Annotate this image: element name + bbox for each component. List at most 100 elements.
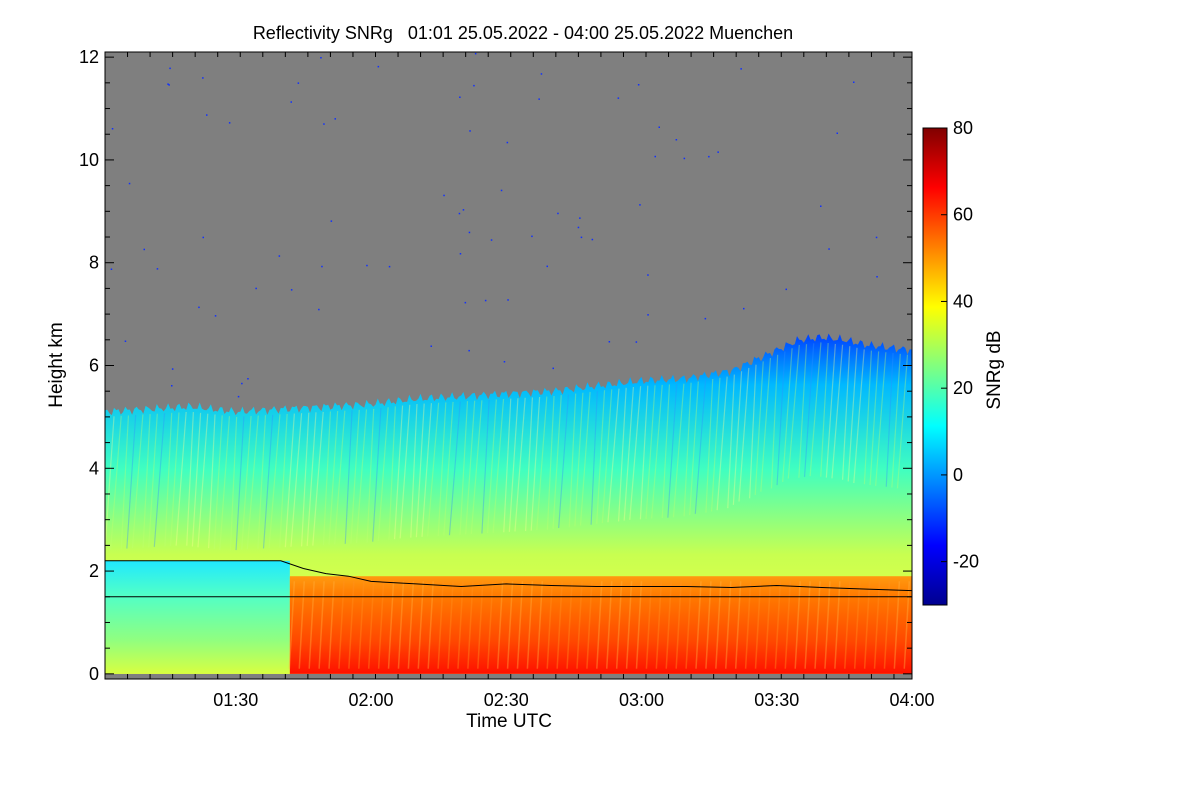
- fall-streak: [328, 411, 339, 545]
- noise-speckle: [468, 349, 470, 352]
- fall-streak: [105, 416, 115, 550]
- noise-speckle: [168, 84, 170, 86]
- fall-streak: [705, 378, 714, 513]
- fall-streak: [695, 581, 702, 669]
- fall-streak: [615, 581, 623, 669]
- fall-streak: [372, 408, 382, 542]
- fall-streak: [526, 581, 534, 669]
- colorbar-tick-label: 80: [953, 118, 973, 138]
- noise-speckle: [557, 212, 559, 215]
- fall-streak: [524, 397, 533, 532]
- fall-streak: [467, 581, 474, 669]
- fall-streak: [448, 401, 461, 536]
- noise-speckle: [156, 268, 159, 270]
- fall-streak: [486, 399, 497, 534]
- fall-streak: [841, 346, 851, 480]
- fall-streak: [596, 581, 603, 669]
- fall-streak: [191, 412, 202, 547]
- noise-speckles: [110, 47, 878, 398]
- fall-streak: [596, 390, 606, 524]
- fall-streak: [847, 347, 858, 482]
- fall-streak: [388, 406, 396, 541]
- x-tick-label: 03:00: [619, 690, 664, 710]
- noise-speckle: [836, 132, 838, 134]
- fall-streak: [601, 389, 613, 524]
- fall-streak: [844, 581, 851, 669]
- noise-speckle: [323, 123, 325, 125]
- fall-streak: [764, 581, 772, 669]
- colorbar-tick-label: 20: [953, 378, 973, 398]
- noise-speckle: [255, 287, 257, 290]
- colorbar-axis: -20 0 20 40 60 80: [941, 118, 979, 572]
- fall-streak: [410, 403, 418, 538]
- fall-streak: [366, 408, 375, 543]
- fall-streak: [421, 403, 433, 537]
- fall-streak: [774, 581, 782, 669]
- noise-speckle: [214, 315, 217, 317]
- plot-area: [105, 47, 912, 679]
- noise-speckle: [243, 47, 245, 49]
- fall-streak: [725, 581, 732, 669]
- fall-streak: [875, 352, 887, 486]
- fall-streak: [685, 581, 692, 669]
- fall-streak: [824, 581, 831, 669]
- fall-streak: [639, 385, 649, 520]
- noise-speckle: [469, 130, 471, 132]
- fall-streak: [683, 382, 692, 517]
- y-axis-label: Height km: [46, 322, 67, 408]
- fall-streak: [308, 581, 315, 669]
- noise-speckle: [875, 236, 878, 239]
- fall-streak: [443, 401, 454, 536]
- fall-streak: [803, 343, 815, 477]
- fall-streak: [863, 350, 873, 485]
- fall-streak: [776, 351, 786, 486]
- noise-speckle: [484, 299, 487, 302]
- fall-streak: [754, 581, 762, 669]
- fall-streak: [508, 398, 519, 532]
- fall-streak: [213, 415, 223, 550]
- fall-streak: [268, 414, 281, 549]
- fall-streaks: [105, 342, 911, 669]
- fall-streak: [605, 581, 613, 669]
- noise-speckle: [468, 231, 471, 234]
- fall-streak: [536, 396, 548, 531]
- fall-streak: [175, 411, 187, 546]
- fall-streak: [318, 581, 325, 669]
- noise-speckle: [111, 128, 114, 130]
- fall-streak: [744, 581, 752, 669]
- fall-streak: [377, 407, 389, 541]
- colorbar-tick-label: 0: [953, 465, 963, 485]
- noise-speckle: [278, 255, 281, 257]
- x-tick-label: 03:30: [754, 690, 799, 710]
- fall-streak: [465, 400, 476, 535]
- fall-streak: [869, 351, 880, 486]
- fall-streak: [298, 581, 306, 669]
- fall-streak: [241, 415, 252, 550]
- fall-streak: [312, 411, 324, 546]
- fall-streak: [625, 581, 633, 669]
- fall-streak: [607, 388, 620, 523]
- fall-streak: [516, 581, 524, 669]
- fall-streak: [558, 394, 570, 529]
- fall-streak: [164, 412, 173, 547]
- fall-streak: [387, 581, 395, 669]
- fall-streak: [896, 354, 909, 489]
- noise-speckle: [206, 114, 208, 116]
- fall-streak: [417, 581, 425, 669]
- fall-streak: [635, 581, 643, 669]
- fall-streak: [574, 392, 584, 527]
- noise-speckle: [820, 205, 822, 207]
- noise-speckle: [647, 274, 649, 276]
- fall-streak: [300, 412, 310, 547]
- noise-speckle: [143, 248, 145, 251]
- noise-speckle: [540, 73, 543, 75]
- fall-streak: [689, 381, 699, 516]
- x-axis: 01:30 02:00 02:30 03:00 03:30 04:00: [104, 52, 935, 710]
- fall-streak: [885, 353, 894, 487]
- noise-speckle: [290, 101, 292, 103]
- fall-streak: [738, 367, 750, 502]
- noise-speckle: [577, 226, 580, 229]
- fall-streak: [672, 383, 685, 518]
- noise-speckle: [538, 98, 540, 100]
- noise-speckle: [318, 308, 320, 311]
